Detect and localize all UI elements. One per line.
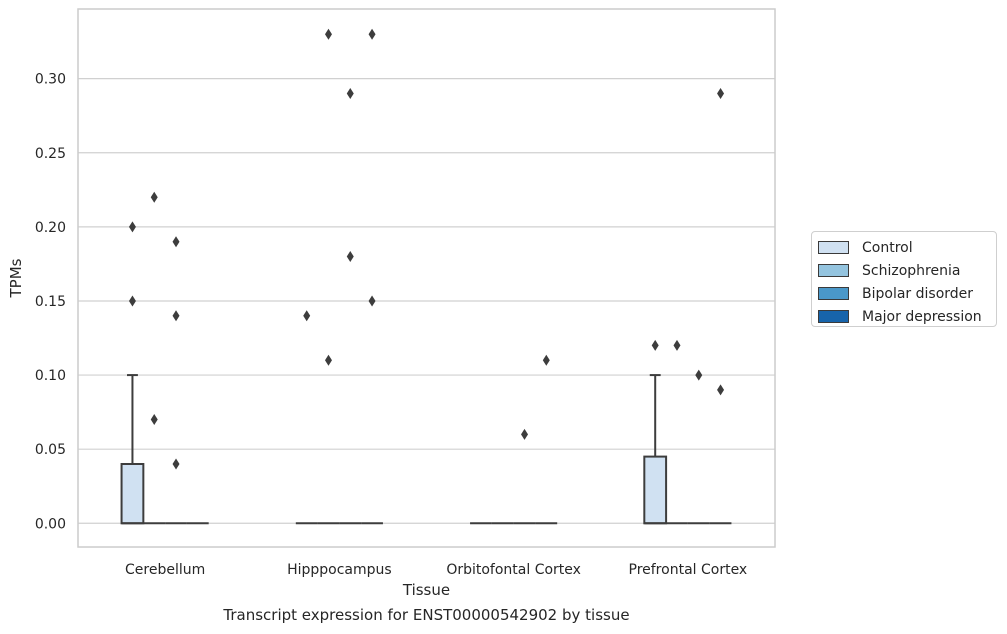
legend-swatch-control	[818, 241, 849, 254]
x-tick-label: Prefrontal Cortex	[629, 562, 748, 578]
outlier-point	[128, 295, 136, 307]
outlier-point	[128, 221, 136, 233]
legend-label-control: Control	[862, 239, 913, 256]
outlier-point	[673, 339, 681, 351]
outlier-point	[695, 369, 703, 381]
outlier-point	[303, 310, 311, 322]
box	[643, 455, 668, 525]
y-tick-label: 0.15	[35, 294, 66, 310]
y-tick-label: 0.05	[35, 442, 66, 458]
y-tick-label: 0.10	[35, 368, 66, 384]
y-axis-label: TPMs	[7, 258, 25, 298]
outlier-point	[542, 354, 550, 366]
x-tick-label: Cerebellum	[125, 562, 205, 578]
legend-swatch-bipolar-disorder	[818, 287, 849, 300]
outlier-point	[346, 87, 354, 99]
outlier-point	[324, 28, 332, 40]
legend-item-bipolar-disorder: Bipolar disorder	[818, 282, 996, 305]
y-tick-label: 0.25	[35, 146, 66, 162]
legend-label-major-depression: Major depression	[862, 308, 982, 325]
figure-caption: Transcript expression for ENST0000054290…	[223, 606, 630, 624]
box	[120, 463, 145, 525]
outlier-point	[172, 236, 180, 248]
outlier-point	[150, 191, 158, 203]
outlier-point	[346, 251, 354, 263]
y-tick-label: 0.00	[35, 516, 66, 532]
outlier-point	[368, 28, 376, 40]
legend-item-control: Control	[818, 236, 996, 259]
outlier-point	[368, 295, 376, 307]
outlier-point	[324, 354, 332, 366]
legend-item-major-depression: Major depression	[818, 305, 996, 328]
x-tick-label: Orbitofontal Cortex	[446, 562, 581, 578]
y-tick-label: 0.30	[35, 72, 66, 88]
outlier-point	[717, 384, 725, 396]
legend-item-schizophrenia: Schizophrenia	[818, 259, 996, 282]
plot-area	[78, 9, 775, 547]
outlier-point	[150, 414, 158, 426]
legend-swatch-major-depression	[818, 310, 849, 323]
legend-label-schizophrenia: Schizophrenia	[862, 262, 961, 279]
outlier-point	[172, 310, 180, 322]
outlier-point	[172, 458, 180, 470]
y-tick-label: 0.20	[35, 220, 66, 236]
outlier-point	[521, 428, 529, 440]
chart-legend: Control Schizophrenia Bipolar disorder M…	[811, 231, 997, 327]
legend-swatch-schizophrenia	[818, 264, 849, 277]
plot-frame	[77, 8, 776, 548]
x-axis-label: Tissue	[402, 581, 450, 599]
legend-label-bipolar-disorder: Bipolar disorder	[862, 285, 974, 302]
outlier-point	[651, 339, 659, 351]
x-tick-label: Hipppocampus	[287, 562, 392, 578]
outlier-point	[717, 87, 725, 99]
